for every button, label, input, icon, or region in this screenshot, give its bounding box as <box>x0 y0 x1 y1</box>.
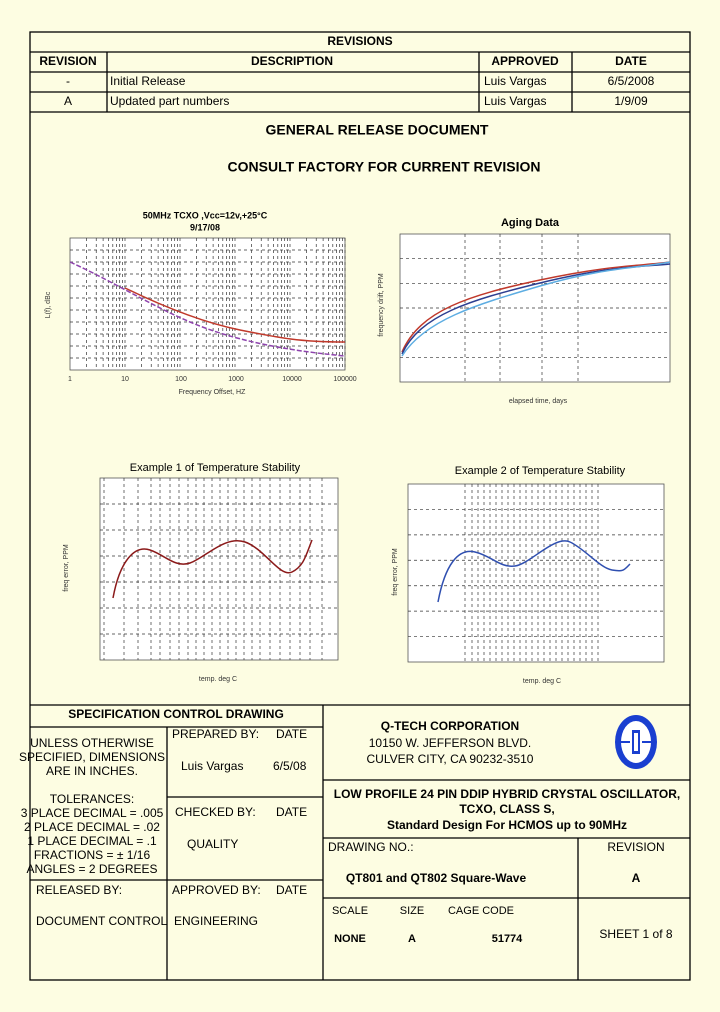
cell: Luis Vargas <box>484 74 546 88</box>
tb-label: DATE <box>276 883 307 897</box>
tb-note: 3 PLACE DECIMAL = .005 <box>21 806 164 820</box>
plot-x-label: elapsed time, days <box>509 398 568 405</box>
cell: 6/5/2008 <box>608 74 655 88</box>
plot-x-label: Frequency Offset, HZ <box>179 389 247 396</box>
col-header: DATE <box>615 54 647 68</box>
tb-value: 6/5/08 <box>273 759 307 773</box>
size: A <box>408 933 416 945</box>
sheet: SHEET 1 of 8 <box>599 927 672 941</box>
cell: Luis Vargas <box>484 94 546 108</box>
drawing-no: QT801 and QT802 Square-Wave <box>346 871 527 885</box>
tb-note: ANGLES = 2 DEGREES <box>26 862 157 876</box>
product: Standard Design For HCMOS up to 90MHz <box>387 818 627 832</box>
plot-x-tick: 100 <box>175 376 187 383</box>
cell: Updated part numbers <box>110 94 229 108</box>
notice: GENERAL RELEASE DOCUMENT <box>266 122 489 138</box>
tb-note: ARE IN INCHES. <box>46 764 138 778</box>
tb-label: DRAWING NO.: <box>328 840 414 854</box>
tb-label: CHECKED BY: <box>175 805 256 819</box>
plot-y-label: L(f), dBc <box>45 291 52 318</box>
plot-y-label: freq error, PPM <box>392 548 399 596</box>
plot-title: Example 1 of Temperature Stability <box>130 462 301 474</box>
tb-label: APPROVED BY: <box>172 883 261 897</box>
product: TCXO, CLASS S, <box>459 802 554 816</box>
tb-label: REVISION <box>607 840 664 854</box>
tb-note: UNLESS OTHERWISE <box>30 736 154 750</box>
plot-x-tick: 1000 <box>228 376 244 383</box>
plot-subtitle: 9/17/08 <box>190 222 220 232</box>
company: Q-TECH CORPORATION <box>381 719 519 733</box>
scale: NONE <box>334 933 366 945</box>
tb-label: CAGE CODE <box>448 905 514 917</box>
plot-title: Aging Data <box>501 217 560 229</box>
tb-note: TOLERANCES: <box>50 792 134 806</box>
cell: 1/9/09 <box>614 94 648 108</box>
plot-x-tick: 10 <box>121 376 129 383</box>
tb-label: DATE <box>276 805 307 819</box>
cell: Initial Release <box>110 74 186 88</box>
col-header: APPROVED <box>491 54 559 68</box>
plot-x-label: temp. deg C <box>199 676 237 683</box>
revisions-title: REVISIONS <box>327 34 392 48</box>
col-header: REVISION <box>39 54 96 68</box>
tb-value: Luis Vargas <box>181 759 243 773</box>
cell: A <box>64 94 72 108</box>
notice: CONSULT FACTORY FOR CURRENT REVISION <box>228 159 541 175</box>
plot-grids <box>69 233 671 663</box>
logo <box>615 715 657 769</box>
tb-heading: SPECIFICATION CONTROL DRAWING <box>68 707 284 721</box>
company: 10150 W. JEFFERSON BLVD. <box>369 736 532 750</box>
frame-lines <box>29 31 691 981</box>
plot-x-tick: 100000 <box>333 376 356 383</box>
plot-frame <box>407 483 665 663</box>
plot-x-tick: 10000 <box>282 376 302 383</box>
plot-frame <box>99 477 339 661</box>
tb-value: ENGINEERING <box>174 914 258 928</box>
revision: A <box>632 871 641 885</box>
cell: - <box>66 74 70 88</box>
plot-title: 50MHz TCXO ,Vcc=12v,+25°C <box>143 210 268 220</box>
cage-code: 51774 <box>492 933 523 945</box>
plot-x-label: temp. deg C <box>523 678 561 685</box>
tb-label: RELEASED BY: <box>36 883 122 897</box>
plot-title: Example 2 of Temperature Stability <box>455 465 626 477</box>
company: CULVER CITY, CA 90232-3510 <box>367 752 534 766</box>
plot-frame <box>69 237 346 371</box>
tb-value: QUALITY <box>187 837 238 851</box>
tb-note: 2 PLACE DECIMAL = .02 <box>24 820 160 834</box>
plot-y-label: freq error, PPM <box>63 544 70 592</box>
plot-curves <box>69 261 671 603</box>
product: LOW PROFILE 24 PIN DDIP HYBRID CRYSTAL O… <box>334 787 680 801</box>
tb-note: SPECIFIED, DIMENSIONS <box>19 750 165 764</box>
tb-label: PREPARED BY: <box>172 727 259 741</box>
tb-label: SCALE <box>332 905 368 917</box>
plot-y-label: frequency drift, PPM <box>378 273 385 337</box>
col-header: DESCRIPTION <box>251 54 333 68</box>
tb-note: FRACTIONS = ± 1/16 <box>34 848 151 862</box>
tb-note: 1 PLACE DECIMAL = .1 <box>27 834 157 848</box>
plot-x-tick: 1 <box>68 376 72 383</box>
tb-label: SIZE <box>400 905 424 917</box>
tb-label: DATE <box>276 727 307 741</box>
tb-value: DOCUMENT CONTROL <box>36 914 167 928</box>
